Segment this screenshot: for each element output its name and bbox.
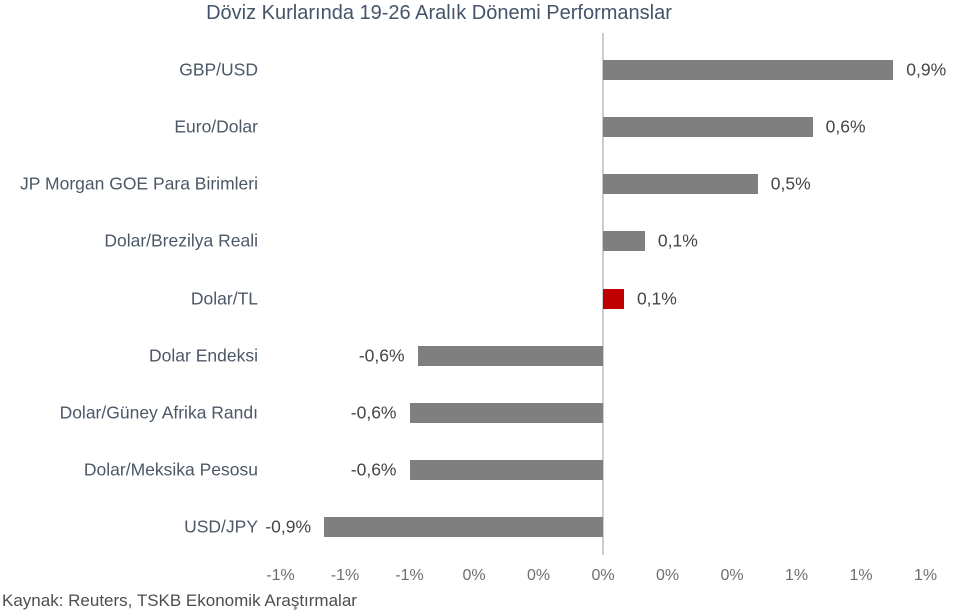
x-tick-label: 0% bbox=[655, 567, 680, 584]
x-tick-label: -1% bbox=[330, 567, 360, 584]
value-label: 0,5% bbox=[770, 173, 811, 194]
value-label: -0,6% bbox=[350, 402, 397, 423]
category-label: Dolar/TL bbox=[190, 288, 258, 309]
category-label: Dolar Endeksi bbox=[149, 345, 258, 366]
category-label: Euro/Dolar bbox=[174, 116, 258, 137]
category-label: USD/JPY bbox=[184, 516, 258, 537]
bar bbox=[603, 60, 894, 80]
bar bbox=[324, 517, 603, 538]
source-note: Kaynak: Reuters, TSKB Ekonomik Araştırma… bbox=[2, 591, 357, 610]
chart-row: Dolar/TL 0,1% bbox=[0, 288, 960, 309]
bar bbox=[603, 231, 645, 252]
x-tick-label: 0% bbox=[720, 567, 744, 584]
category-label: Dolar/Güney Afrika Randı bbox=[59, 402, 258, 423]
value-label: -0,9% bbox=[265, 516, 312, 537]
bar bbox=[409, 402, 603, 423]
chart-row: Dolar/Güney Afrika Randı -0,6% bbox=[0, 402, 960, 423]
chart-row: Dolar/Meksika Pesosu -0,6% bbox=[0, 459, 960, 481]
value-label: -0,6% bbox=[350, 459, 397, 480]
bar bbox=[603, 117, 813, 138]
chart-row: JP Morgan GOE Para Birimleri 0,5% bbox=[0, 173, 960, 195]
bar bbox=[409, 460, 603, 481]
x-axis: -1% -1% -1% 0% 0% 0% 0% 0% 1% 1% 1% bbox=[0, 567, 960, 589]
chart-row: Euro/Dolar 0,6% bbox=[0, 116, 960, 138]
x-tick-label: 0% bbox=[591, 567, 615, 584]
x-tick-label: -1% bbox=[266, 567, 295, 584]
x-tick-label: 1% bbox=[784, 567, 809, 584]
category-label: Dolar/Meksika Pesosu bbox=[83, 459, 258, 480]
chart-title: Döviz Kurlarında 19-26 Aralık Dönemi Per… bbox=[206, 2, 672, 24]
value-label: 0,1% bbox=[657, 230, 698, 251]
chart-row: GBP/USD 0,9% bbox=[0, 60, 960, 80]
value-label: -0,6% bbox=[358, 345, 405, 366]
category-label: GBP/USD bbox=[179, 59, 258, 80]
value-label: 0,6% bbox=[825, 116, 866, 137]
chart-row: Dolar Endeksi -0,6% bbox=[0, 345, 960, 366]
x-tick-label: 0% bbox=[462, 567, 486, 584]
category-label: JP Morgan GOE Para Birimleri bbox=[20, 173, 258, 194]
category-label: Dolar/Brezilya Reali bbox=[104, 230, 258, 251]
x-tick-label: 0% bbox=[526, 567, 551, 584]
x-tick-label: 1% bbox=[849, 567, 873, 584]
bar bbox=[417, 345, 603, 366]
x-tick-label: -1% bbox=[395, 567, 424, 584]
bar-highlight bbox=[603, 288, 624, 309]
value-label: 0,9% bbox=[906, 59, 947, 80]
value-label: 0,1% bbox=[636, 288, 677, 309]
chart-row: Dolar/Brezilya Reali 0,1% bbox=[0, 230, 960, 252]
x-tick-label: 1% bbox=[913, 567, 938, 584]
bar bbox=[603, 174, 758, 195]
chart-row: USD/JPY -0,9% bbox=[0, 516, 960, 538]
